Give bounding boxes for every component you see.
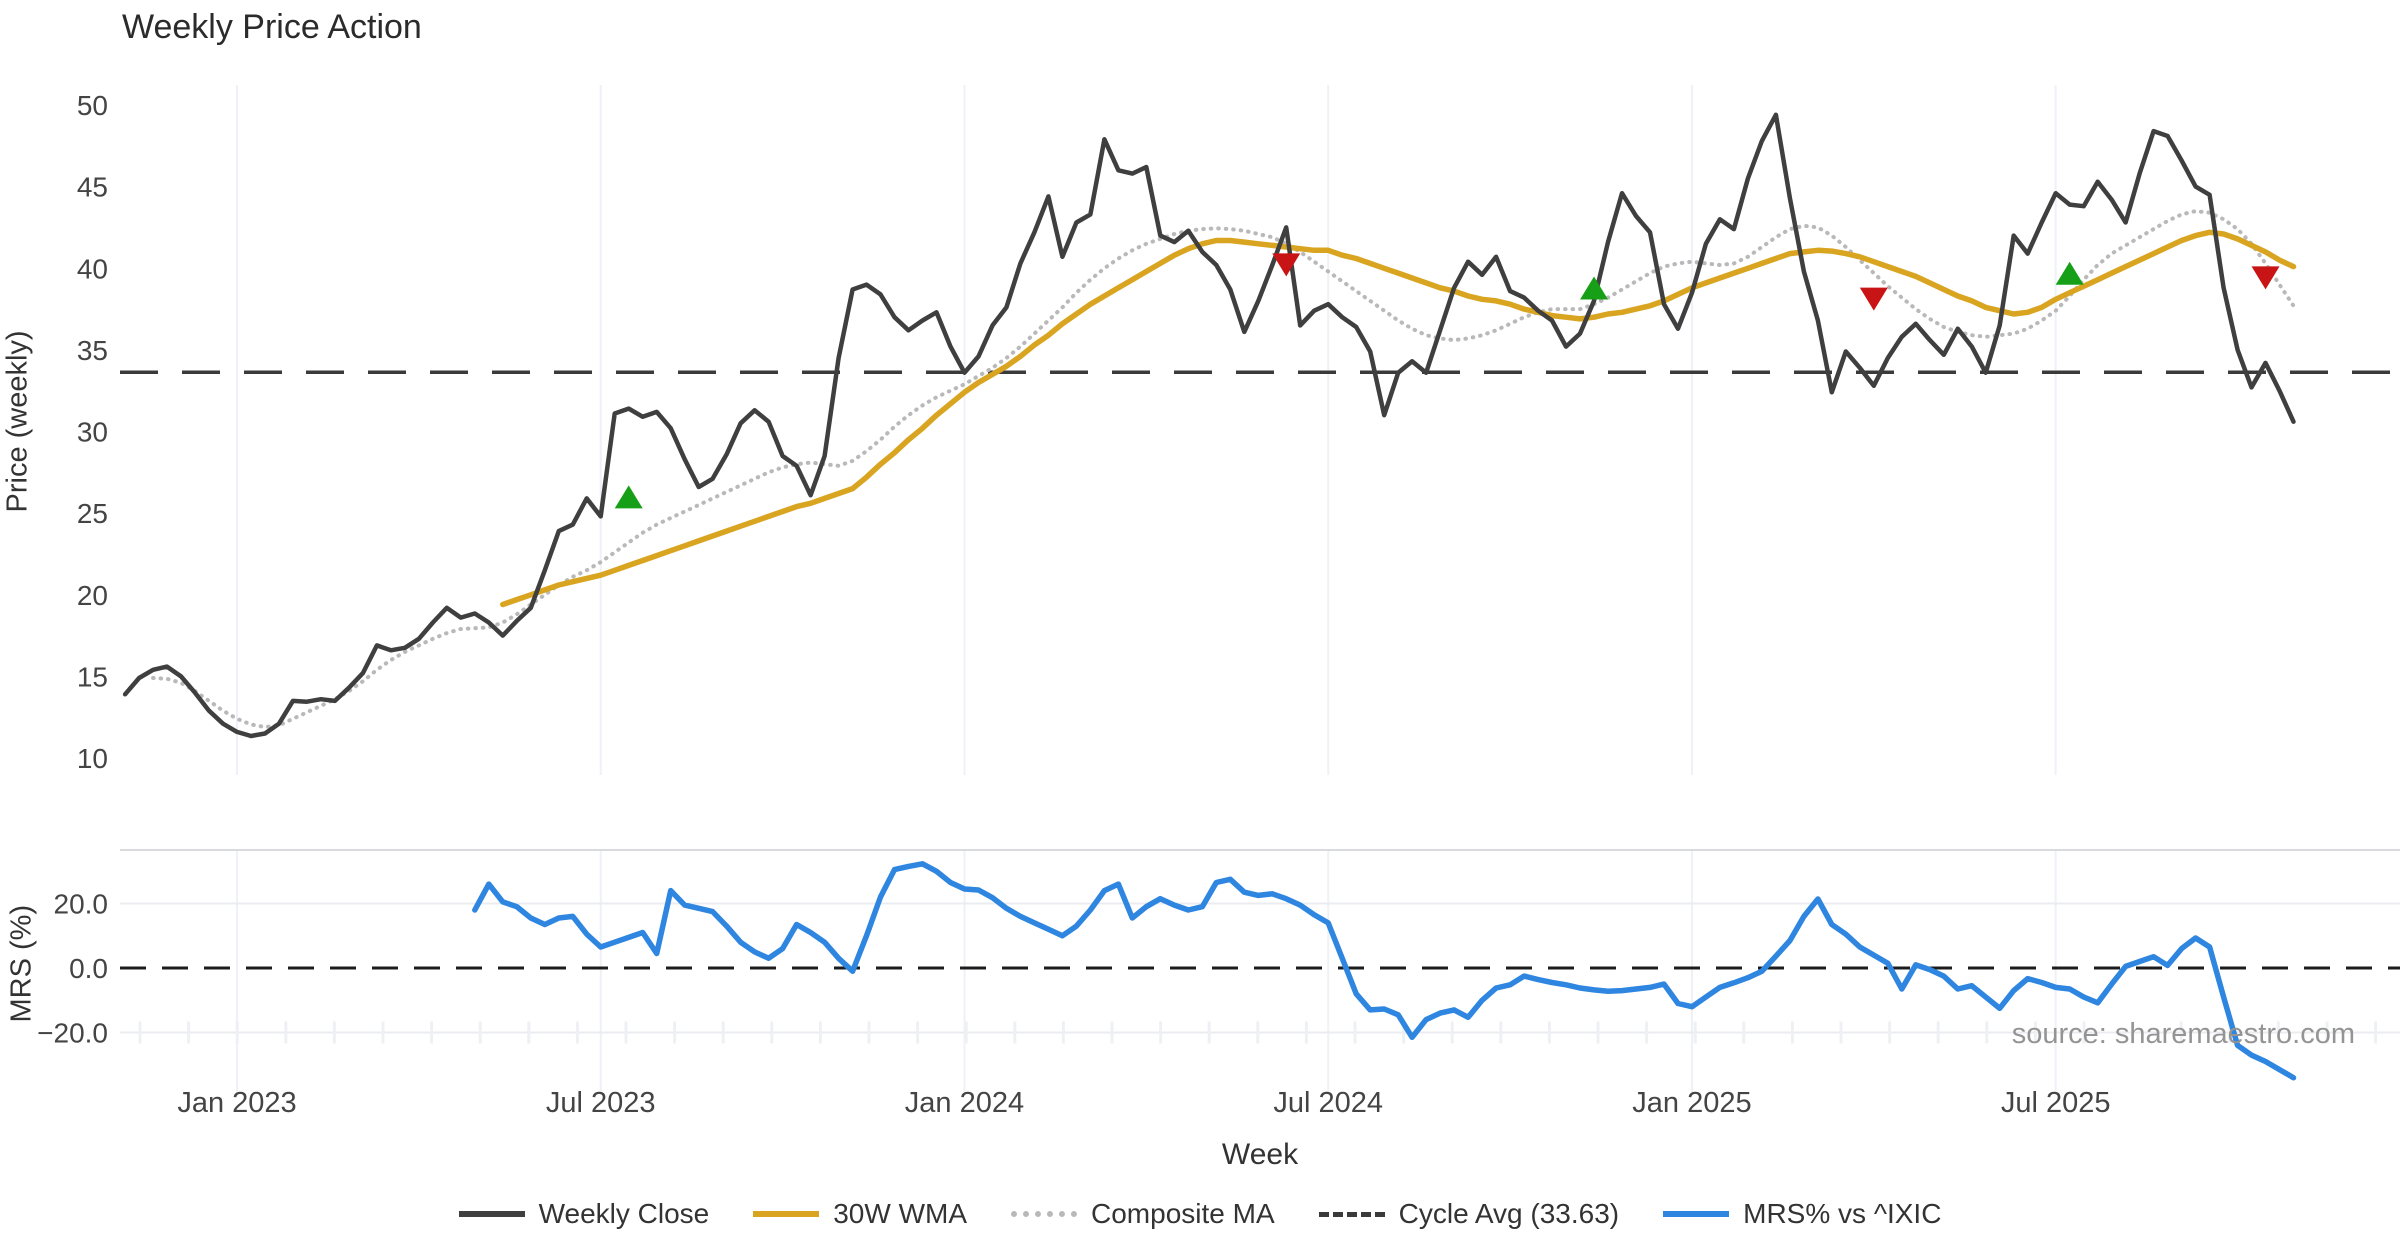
- legend-item-mrs[interactable]: MRS% vs ^IXIC: [1663, 1198, 1941, 1230]
- svg-text:10: 10: [77, 743, 108, 774]
- svg-text:Jan 2025: Jan 2025: [1632, 1087, 1751, 1119]
- mrs-axis-title: MRS (%): [5, 904, 38, 1023]
- composite-swatch-icon: [1011, 1211, 1078, 1217]
- weekly-close-swatch-icon: [458, 1211, 525, 1217]
- svg-text:Jul 2024: Jul 2024: [1273, 1087, 1383, 1119]
- svg-text:−20.0: −20.0: [37, 1018, 108, 1049]
- svg-text:50: 50: [77, 90, 108, 121]
- mrs-swatch-icon: [1663, 1211, 1730, 1217]
- sell-signal-triangle-icon: [2251, 266, 2280, 290]
- buy-signal-triangle-icon: [2055, 261, 2084, 285]
- svg-text:Jul 2025: Jul 2025: [2001, 1087, 2111, 1119]
- svg-text:20.0: 20.0: [54, 889, 109, 920]
- legend-item-cycle-avg[interactable]: Cycle Avg (33.63): [1318, 1198, 1620, 1230]
- legend-label: 30W WMA: [833, 1198, 968, 1229]
- svg-text:Jul 2023: Jul 2023: [546, 1087, 656, 1119]
- svg-text:40: 40: [77, 253, 108, 284]
- svg-text:Jan 2024: Jan 2024: [905, 1087, 1024, 1119]
- wma-swatch-icon: [753, 1211, 820, 1217]
- cycle-avg-swatch-icon: [1318, 1211, 1385, 1217]
- svg-text:25: 25: [77, 498, 108, 529]
- legend: Weekly Close 30W WMA Composite MA Cycle …: [0, 1198, 2400, 1230]
- buy-signal-triangle-icon: [614, 485, 643, 509]
- source-attribution: source: sharemaestro.com: [2011, 1018, 2355, 1050]
- svg-text:Jan 2023: Jan 2023: [177, 1087, 296, 1119]
- svg-text:45: 45: [77, 172, 108, 203]
- sell-signal-triangle-icon: [1859, 287, 1888, 311]
- svg-text:20: 20: [77, 580, 108, 611]
- price-axis-title: Price (weekly): [1, 330, 34, 513]
- legend-item-composite-ma[interactable]: Composite MA: [1011, 1198, 1275, 1230]
- legend-label: Cycle Avg (33.63): [1398, 1198, 1620, 1229]
- svg-text:35: 35: [77, 335, 108, 366]
- legend-label: MRS% vs ^IXIC: [1743, 1198, 1942, 1229]
- x-axis-title: Week: [1221, 1138, 1299, 1171]
- chart-title: Weekly Price Action: [122, 8, 422, 46]
- svg-text:0.0: 0.0: [69, 953, 108, 984]
- legend-label: Weekly Close: [538, 1198, 710, 1229]
- legend-item-weekly-close[interactable]: Weekly Close: [458, 1198, 710, 1230]
- svg-text:15: 15: [77, 661, 108, 692]
- sell-signal-triangle-icon: [1272, 253, 1301, 277]
- legend-item-30w-wma[interactable]: 30W WMA: [753, 1198, 967, 1230]
- buy-signal-triangle-icon: [1580, 276, 1609, 300]
- legend-label: Composite MA: [1091, 1198, 1275, 1229]
- svg-text:30: 30: [77, 417, 108, 448]
